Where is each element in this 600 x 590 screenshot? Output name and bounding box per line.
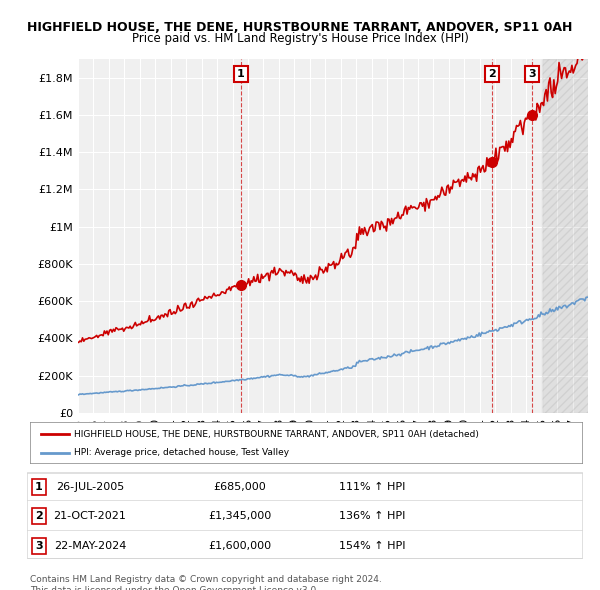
Text: 2: 2 [35, 512, 43, 521]
Text: HIGHFIELD HOUSE, THE DENE, HURSTBOURNE TARRANT, ANDOVER, SP11 0AH (detached): HIGHFIELD HOUSE, THE DENE, HURSTBOURNE T… [74, 430, 479, 439]
Text: £1,345,000: £1,345,000 [208, 512, 272, 521]
Text: HIGHFIELD HOUSE, THE DENE, HURSTBOURNE TARRANT, ANDOVER, SP11 0AH: HIGHFIELD HOUSE, THE DENE, HURSTBOURNE T… [28, 21, 572, 34]
Text: Price paid vs. HM Land Registry's House Price Index (HPI): Price paid vs. HM Land Registry's House … [131, 32, 469, 45]
Text: 3: 3 [528, 69, 536, 79]
Text: 26-JUL-2005: 26-JUL-2005 [56, 482, 124, 491]
Text: 154% ↑ HPI: 154% ↑ HPI [339, 541, 405, 550]
Text: £1,600,000: £1,600,000 [208, 541, 272, 550]
Text: £685,000: £685,000 [214, 482, 266, 491]
Text: HPI: Average price, detached house, Test Valley: HPI: Average price, detached house, Test… [74, 448, 289, 457]
Text: 3: 3 [35, 541, 43, 550]
Text: 1: 1 [237, 69, 245, 79]
Text: 22-MAY-2024: 22-MAY-2024 [54, 541, 126, 550]
Text: 136% ↑ HPI: 136% ↑ HPI [339, 512, 405, 521]
Text: 111% ↑ HPI: 111% ↑ HPI [339, 482, 405, 491]
Text: 2: 2 [488, 69, 496, 79]
Text: Contains HM Land Registry data © Crown copyright and database right 2024.
This d: Contains HM Land Registry data © Crown c… [30, 575, 382, 590]
Text: 21-OCT-2021: 21-OCT-2021 [53, 512, 127, 521]
Text: 1: 1 [35, 482, 43, 491]
